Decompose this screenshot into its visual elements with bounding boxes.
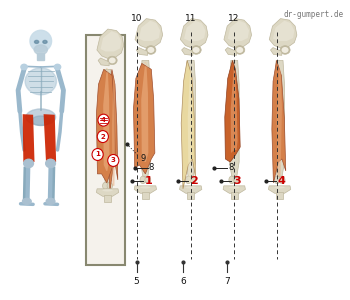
Ellipse shape [97, 130, 108, 142]
Polygon shape [103, 69, 112, 183]
Polygon shape [186, 60, 196, 177]
Ellipse shape [193, 47, 200, 53]
Ellipse shape [21, 64, 27, 70]
Polygon shape [229, 60, 239, 177]
Polygon shape [268, 186, 291, 193]
Text: 2: 2 [100, 134, 105, 140]
Polygon shape [223, 186, 245, 193]
Ellipse shape [145, 176, 151, 184]
Ellipse shape [108, 154, 119, 166]
Polygon shape [105, 68, 110, 75]
Ellipse shape [25, 68, 56, 95]
Ellipse shape [229, 186, 239, 188]
Text: 3: 3 [111, 158, 116, 164]
Bar [104, 195, 111, 202]
Ellipse shape [35, 40, 39, 43]
Bar [231, 192, 238, 199]
Polygon shape [141, 66, 148, 162]
Text: 4: 4 [278, 176, 286, 186]
Polygon shape [272, 60, 286, 183]
Text: 11: 11 [185, 14, 196, 23]
Polygon shape [23, 114, 35, 162]
Ellipse shape [274, 176, 280, 184]
Polygon shape [134, 186, 156, 193]
Polygon shape [100, 31, 121, 52]
Bar [278, 78, 281, 165]
Ellipse shape [107, 56, 117, 64]
Ellipse shape [30, 30, 51, 52]
Ellipse shape [236, 47, 243, 53]
Polygon shape [273, 21, 294, 41]
Text: 9: 9 [140, 154, 145, 164]
Text: dr-gumpert.de: dr-gumpert.de [284, 10, 344, 19]
Bar [144, 78, 146, 165]
Polygon shape [139, 21, 160, 41]
Ellipse shape [43, 40, 47, 43]
Polygon shape [43, 114, 56, 162]
Text: 7: 7 [224, 277, 230, 286]
Polygon shape [228, 21, 249, 41]
Bar [276, 192, 283, 199]
Polygon shape [109, 69, 118, 192]
Ellipse shape [26, 109, 56, 125]
Polygon shape [96, 69, 115, 183]
Bar [233, 78, 235, 165]
Ellipse shape [147, 47, 154, 53]
Ellipse shape [185, 176, 191, 184]
Ellipse shape [279, 176, 285, 184]
Text: 2: 2 [190, 176, 198, 186]
Polygon shape [180, 19, 208, 49]
Polygon shape [269, 19, 297, 49]
Text: 8: 8 [228, 164, 234, 172]
Polygon shape [135, 19, 163, 49]
Polygon shape [276, 69, 282, 177]
Ellipse shape [103, 182, 108, 189]
Polygon shape [181, 60, 195, 189]
Text: 1: 1 [95, 152, 100, 158]
Polygon shape [140, 60, 150, 177]
Polygon shape [112, 78, 116, 186]
Ellipse shape [46, 198, 55, 204]
Bar [189, 78, 192, 165]
Ellipse shape [102, 189, 113, 191]
Polygon shape [136, 48, 148, 55]
Ellipse shape [281, 47, 289, 53]
Ellipse shape [98, 114, 109, 126]
Polygon shape [144, 62, 149, 69]
Ellipse shape [229, 176, 235, 184]
Polygon shape [224, 19, 252, 49]
Polygon shape [231, 69, 238, 153]
Text: 6: 6 [180, 277, 186, 286]
Ellipse shape [22, 198, 31, 204]
Ellipse shape [274, 186, 285, 188]
Text: 1: 1 [145, 176, 152, 186]
Ellipse shape [186, 186, 196, 188]
Ellipse shape [280, 46, 290, 54]
Ellipse shape [107, 182, 113, 189]
Text: 10: 10 [131, 14, 142, 23]
Polygon shape [182, 48, 193, 55]
Polygon shape [271, 48, 282, 55]
Text: 3: 3 [233, 176, 241, 186]
Polygon shape [184, 21, 205, 41]
FancyBboxPatch shape [86, 35, 126, 265]
Polygon shape [188, 69, 192, 183]
Polygon shape [225, 48, 237, 55]
Ellipse shape [235, 46, 245, 54]
Polygon shape [98, 58, 109, 66]
Ellipse shape [54, 64, 61, 70]
Bar [142, 192, 149, 199]
Ellipse shape [34, 45, 47, 54]
Polygon shape [133, 63, 155, 174]
Ellipse shape [140, 176, 146, 184]
Text: 8: 8 [149, 164, 154, 172]
Text: 5: 5 [134, 277, 140, 286]
Polygon shape [96, 189, 119, 196]
Ellipse shape [46, 159, 55, 168]
Ellipse shape [234, 176, 240, 184]
Polygon shape [180, 186, 202, 193]
Polygon shape [103, 72, 110, 171]
Polygon shape [97, 29, 124, 59]
Polygon shape [275, 60, 285, 177]
